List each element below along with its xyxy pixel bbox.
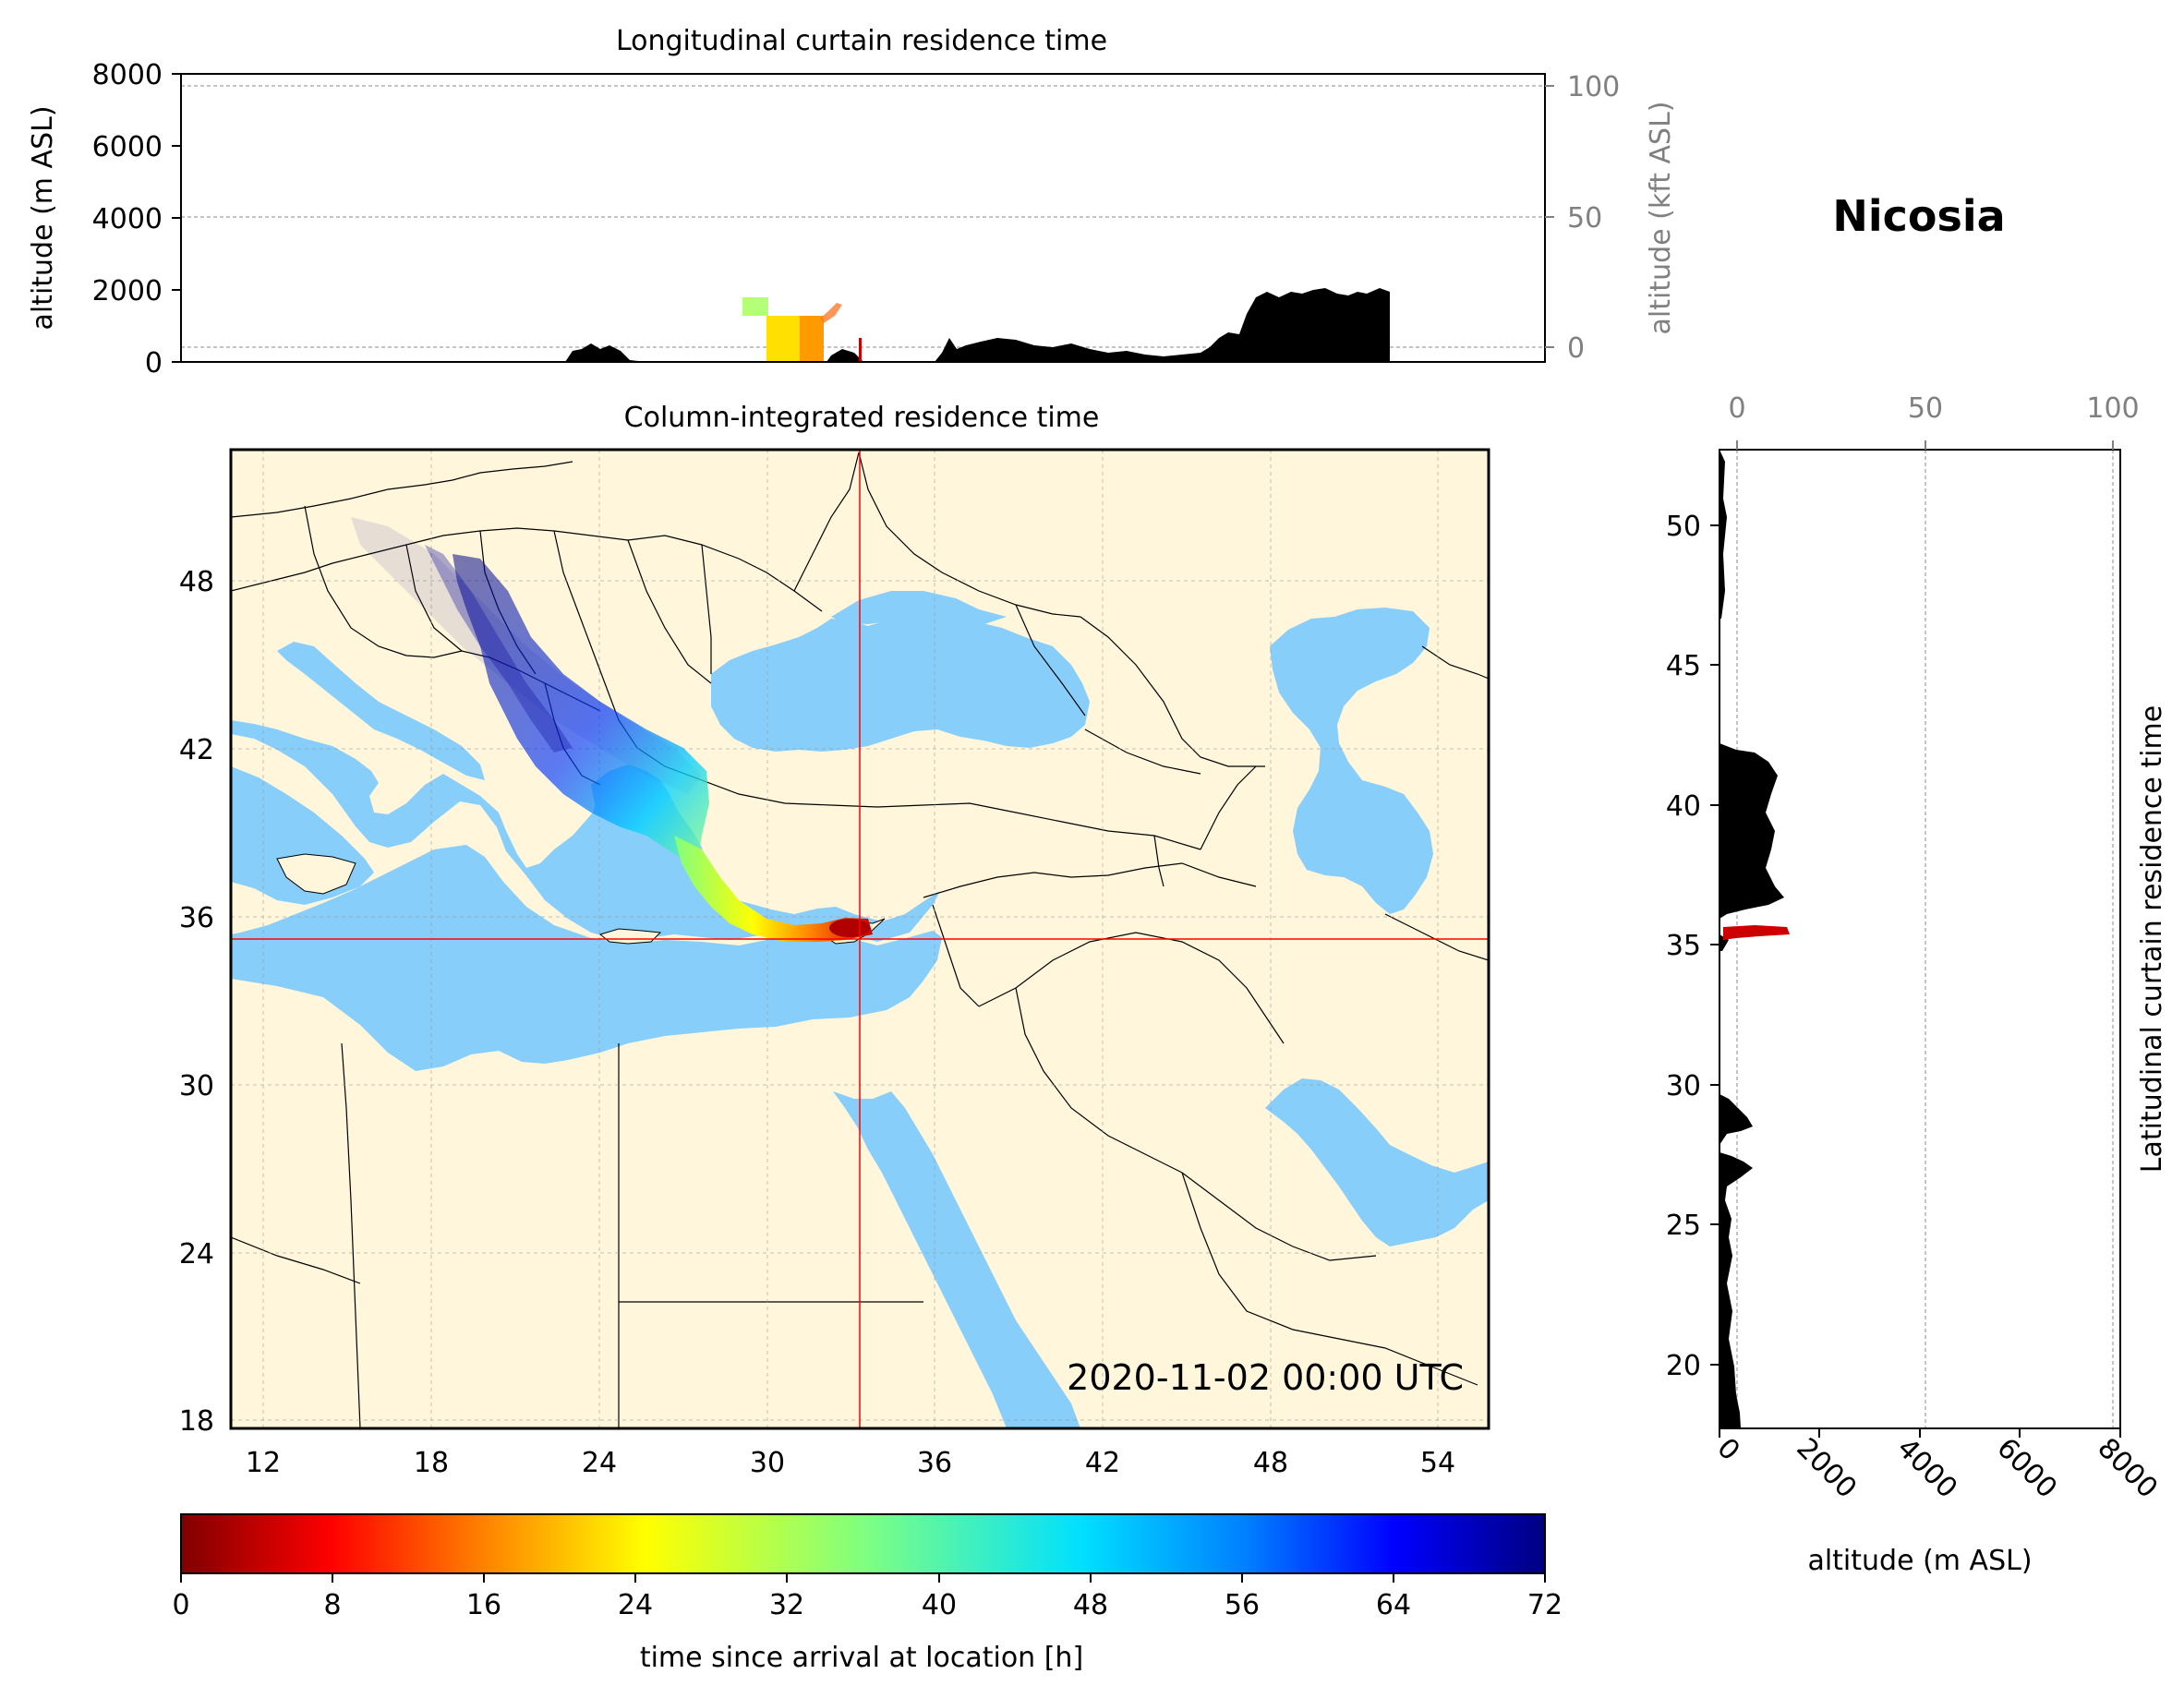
tick-label: 0 [1710, 1432, 1745, 1467]
top-right-yticks: 0 50 100 [1545, 71, 1620, 365]
tick-label: 8000 [92, 59, 163, 91]
tick-label: 36 [179, 902, 214, 934]
tick-label: 4000 [1890, 1432, 1963, 1505]
timestamp-label: 2020-11-02 00:00 UTC [1067, 1357, 1464, 1398]
tick-label: 25 [1666, 1210, 1701, 1242]
tick-label: 36 [917, 1447, 952, 1479]
tick-label: 0 [1728, 392, 1745, 425]
tick-label: 8 [323, 1589, 341, 1621]
tick-label: 54 [1420, 1447, 1455, 1479]
tick-label: 4000 [92, 203, 163, 235]
tick-label: 48 [1253, 1447, 1288, 1479]
residence-red-spike [859, 338, 862, 362]
sicily-island [276, 853, 356, 895]
right-panel-frame [1719, 449, 2121, 1429]
map-frame [229, 448, 1490, 1430]
tick-label: 40 [1666, 790, 1701, 823]
tick-label: 48 [179, 566, 214, 598]
tick-label: 24 [618, 1589, 653, 1621]
residence-red-marker [1723, 925, 1790, 940]
tick-label: 2000 [1790, 1432, 1863, 1505]
tick-label: 30 [750, 1447, 785, 1479]
tick-label: 56 [1225, 1589, 1260, 1621]
tick-label: 0 [145, 347, 163, 379]
tick-label: 50 [1908, 392, 1943, 425]
crete-island [598, 928, 662, 945]
latitudinal-curtain-panel: 20 25 30 35 40 45 50 0 50 100 0 2000 40 0 [1666, 392, 2168, 1577]
plume-branch [425, 545, 573, 753]
tick-label: 0 [172, 1589, 189, 1621]
right-ylabel: Latitudinal curtain residence time [2136, 705, 2168, 1173]
tick-label: 100 [1567, 71, 1620, 103]
right-yticks: 20 25 30 35 40 45 50 [1666, 511, 1719, 1382]
tick-label: 18 [179, 1405, 214, 1438]
right-top-xticks: 0 50 100 [1728, 392, 2140, 450]
tick-label: 24 [582, 1447, 617, 1479]
caspian-sea [1270, 608, 1433, 914]
red-sea [833, 1091, 1080, 1428]
tick-label: 20 [1666, 1350, 1701, 1382]
tick-label: 64 [1376, 1589, 1411, 1621]
residence-blob-green [742, 297, 768, 316]
residence-blob-orange [800, 316, 824, 362]
top-left-yticks: 0 2000 4000 6000 8000 [92, 59, 181, 379]
top-left-ylabel: altitude (m ASL) [27, 105, 59, 330]
residence-plume [351, 517, 873, 942]
right-bottom-xticks: 0 2000 4000 6000 8000 [1710, 1428, 2164, 1505]
tick-label: 50 [1666, 511, 1701, 543]
plume-tail [674, 836, 873, 942]
tick-label: 40 [922, 1589, 957, 1621]
map-panel: Column-integrated residence time [179, 402, 1490, 1479]
tick-label: 72 [1527, 1589, 1563, 1621]
tick-label: 6000 [92, 131, 163, 163]
tick-label: 35 [1666, 930, 1701, 962]
colorbar-ticks: 0 8 16 24 32 40 48 56 64 72 [172, 1573, 1563, 1621]
persian-gulf [1265, 1078, 1489, 1246]
tick-label: 6000 [1990, 1432, 2063, 1505]
location-title: Nicosia [1832, 191, 2005, 241]
tick-label: 16 [466, 1589, 501, 1621]
residence-blob-edge [820, 303, 842, 323]
tick-label: 24 [179, 1238, 214, 1270]
tick-label: 100 [2086, 392, 2139, 425]
map-xticks: 12 18 24 30 36 42 48 54 [246, 1447, 1455, 1479]
tick-label: 2000 [92, 275, 163, 307]
plume-source [829, 919, 870, 937]
mediterranean-sea [231, 720, 942, 1071]
map-yticks: 18 24 30 36 42 48 [179, 566, 214, 1438]
tick-label: 30 [1666, 1070, 1701, 1102]
tick-label: 18 [414, 1447, 449, 1479]
tick-label: 30 [179, 1070, 214, 1102]
tick-label: 50 [1567, 202, 1602, 235]
right-xlabel: altitude (m ASL) [1807, 1545, 2032, 1577]
longitudinal-curtain-panel: Longitudinal curtain residence time 0 20… [27, 25, 1677, 379]
terrain-profile [565, 288, 1390, 362]
residence-blob-yellow [766, 316, 803, 362]
colorbar: 0 8 16 24 32 40 48 56 64 72 time since a… [172, 1513, 1563, 1674]
tick-label: 45 [1666, 650, 1701, 682]
tick-label: 42 [179, 734, 214, 766]
tick-label: 8000 [2091, 1432, 2164, 1505]
terrain-profile-lat [1719, 450, 1784, 1428]
top-panel-title: Longitudinal curtain residence time [616, 25, 1107, 57]
tick-label: 42 [1085, 1447, 1120, 1479]
colorbar-gradient [180, 1513, 1546, 1574]
tick-label: 0 [1567, 332, 1585, 365]
colorbar-label: time since arrival at location [h] [640, 1642, 1083, 1674]
black-sea [711, 591, 1090, 752]
plume-core [452, 554, 709, 863]
tick-label: 48 [1073, 1589, 1108, 1621]
top-right-ylabel: altitude (kft ASL) [1645, 101, 1677, 334]
tick-label: 32 [769, 1589, 804, 1621]
map-panel-title: Column-integrated residence time [624, 402, 1100, 434]
tick-label: 12 [246, 1447, 281, 1479]
adriatic-sea [277, 642, 485, 780]
country-borders [231, 452, 1489, 1428]
